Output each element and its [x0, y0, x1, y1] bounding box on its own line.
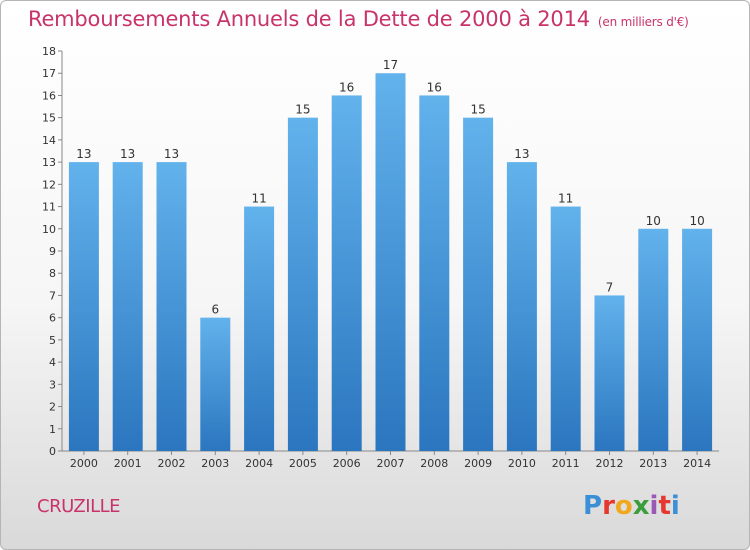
y-tick-label: 0	[49, 445, 56, 458]
proxiti-logo: Proxiti	[583, 491, 680, 521]
chart-title-text: Remboursements Annuels de la Dette de 20…	[28, 7, 590, 31]
bar-value-label: 7	[606, 280, 614, 294]
x-tick-label: 2007	[377, 457, 405, 470]
x-tick-label: 2000	[70, 457, 98, 470]
x-tick-label: 2004	[245, 457, 273, 470]
bar	[506, 162, 537, 451]
y-tick-label: 13	[42, 156, 56, 169]
location-label: CRUZILLE	[37, 496, 121, 517]
y-tick-label: 15	[42, 112, 56, 125]
x-tick-label: 2005	[289, 457, 317, 470]
bar	[638, 228, 669, 451]
y-tick-label: 8	[49, 267, 56, 280]
y-tick-label: 12	[42, 178, 56, 191]
y-tick-label: 7	[49, 289, 56, 302]
bars	[68, 73, 713, 452]
bar-value-label: 13	[76, 147, 91, 161]
x-tick-label: 2014	[683, 457, 711, 470]
bar-value-label: 13	[120, 147, 135, 161]
y-tick-label: 16	[42, 89, 56, 102]
bar	[419, 95, 450, 451]
bar	[682, 228, 713, 451]
y-tick-label: 4	[49, 356, 56, 369]
y-tick-label: 18	[42, 45, 56, 58]
x-tick-label: 2008	[420, 457, 448, 470]
bar-value-label: 11	[251, 192, 266, 206]
y-tick-label: 1	[49, 423, 56, 436]
bar-value-label: 10	[646, 214, 661, 228]
y-tick-label: 11	[42, 201, 56, 214]
bar-value-label: 13	[164, 147, 179, 161]
bar	[375, 73, 406, 451]
bar-value-label: 17	[383, 58, 398, 72]
bar-value-label: 16	[427, 80, 442, 94]
y-tick-label: 17	[42, 67, 56, 80]
bar	[112, 162, 143, 451]
bar	[156, 162, 187, 451]
x-tick-label: 2002	[158, 457, 186, 470]
bar-value-label: 15	[295, 103, 310, 117]
y-tick-label: 9	[49, 245, 56, 258]
x-tick-label: 2011	[552, 457, 580, 470]
y-tick-label: 3	[49, 378, 56, 391]
y-tick-label: 2	[49, 401, 56, 414]
y-tick-label: 6	[49, 312, 56, 325]
bar	[463, 117, 494, 452]
bar-value-label: 10	[689, 214, 704, 228]
bar-value-label: 6	[211, 303, 219, 317]
bar	[287, 117, 318, 452]
bar	[200, 317, 231, 451]
bar-value-label: 16	[339, 80, 354, 94]
bar-value-label: 15	[470, 103, 485, 117]
x-tick-label: 2009	[464, 457, 492, 470]
y-tick-label: 5	[49, 334, 56, 347]
chart-subtitle: (en milliers d'€)	[597, 15, 689, 29]
x-tick-label: 2010	[508, 457, 536, 470]
bar	[244, 206, 275, 451]
bar	[594, 295, 625, 451]
x-tick-label: 2012	[596, 457, 624, 470]
y-tick-label: 14	[42, 134, 56, 147]
bar	[68, 162, 99, 451]
x-tick-label: 2001	[114, 457, 142, 470]
bar	[331, 95, 362, 451]
x-tick-label: 2013	[639, 457, 667, 470]
x-tick-label: 2003	[201, 457, 229, 470]
chart-title: Remboursements Annuels de la Dette de 20…	[28, 7, 689, 31]
x-axis: 2000 2001 2002 2003 2004 2005 2006 2007 2008 2009…	[62, 450, 719, 470]
x-tick-label: 2006	[333, 457, 361, 470]
value-labels: 13 13 13 6 11 15 16 17 16 15 13 11 7 10 10	[76, 58, 704, 316]
bar	[550, 206, 581, 451]
y-tick-label: 10	[42, 223, 56, 236]
bar-value-label: 11	[558, 192, 573, 206]
bar-value-label: 13	[514, 147, 529, 161]
